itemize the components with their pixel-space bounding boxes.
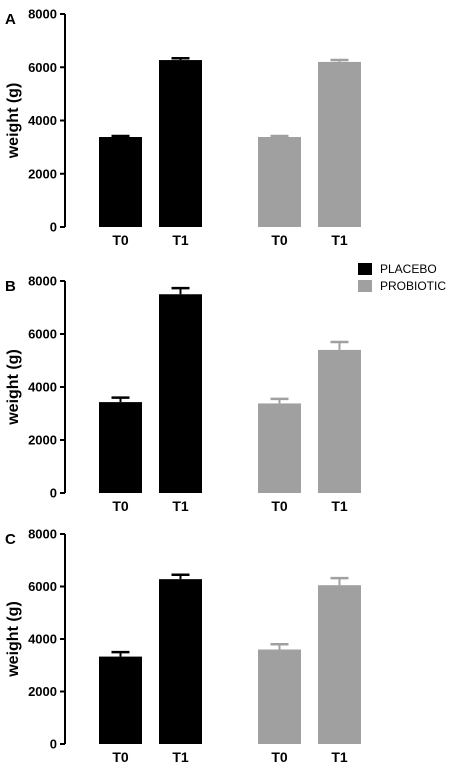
x-category-label: T1 <box>172 232 189 248</box>
x-category-label: T1 <box>331 749 348 765</box>
bar-probiotic-t0 <box>258 403 301 493</box>
bar-placebo-t0 <box>99 137 142 227</box>
y-tick-label: 8000 <box>28 527 57 542</box>
bar-placebo-t1 <box>159 294 202 493</box>
y-tick-label: 6000 <box>28 60 57 75</box>
y-tick-label: 2000 <box>28 433 57 448</box>
legend: PLACEBO PROBIOTIC <box>358 262 446 293</box>
bar-placebo-t1 <box>159 60 202 227</box>
legend-swatch-probiotic <box>358 280 372 292</box>
x-category-label: T1 <box>172 498 189 514</box>
x-category-label: T0 <box>112 232 129 248</box>
y-tick-label: 2000 <box>28 166 57 181</box>
x-category-label: T0 <box>112 498 129 514</box>
bar-probiotic-t1 <box>318 349 361 493</box>
y-tick-label: 6000 <box>28 327 57 342</box>
x-category-label: T1 <box>331 498 348 514</box>
y-tick-label: 4000 <box>28 632 57 647</box>
y-tick-label: 8000 <box>28 7 57 22</box>
bar-probiotic-t0 <box>258 137 301 227</box>
bar-placebo-t1 <box>159 579 202 744</box>
y-tick-label: 0 <box>50 220 57 235</box>
x-category-label: T1 <box>331 232 348 248</box>
bar-probiotic-t1 <box>318 585 361 744</box>
legend-label-probiotic: PROBIOTIC <box>380 279 446 293</box>
x-category-label: T0 <box>271 232 288 248</box>
bar-placebo-t0 <box>99 402 142 493</box>
y-tick-label: 0 <box>50 737 57 752</box>
bar-probiotic-t1 <box>318 61 361 227</box>
y-tick-label: 4000 <box>28 113 57 128</box>
x-category-label: T0 <box>271 749 288 765</box>
bar-probiotic-t0 <box>258 649 301 744</box>
x-category-label: T0 <box>112 749 129 765</box>
y-tick-label: 8000 <box>28 274 57 289</box>
y-axis-title: weight (g) <box>5 349 22 426</box>
x-category-label: T1 <box>172 749 189 765</box>
bar-placebo-t0 <box>99 656 142 744</box>
panel-letter: A <box>5 11 16 28</box>
legend-swatch-placebo <box>358 263 372 275</box>
panel-letter: B <box>5 278 16 295</box>
y-tick-label: 0 <box>50 486 57 501</box>
y-axis-title: weight (g) <box>5 601 22 678</box>
y-tick-label: 2000 <box>28 684 57 699</box>
y-axis-title: weight (g) <box>5 83 22 160</box>
y-tick-label: 6000 <box>28 579 57 594</box>
panel-letter: C <box>5 531 16 548</box>
x-category-label: T0 <box>271 498 288 514</box>
legend-label-placebo: PLACEBO <box>380 262 437 276</box>
y-tick-label: 4000 <box>28 380 57 395</box>
